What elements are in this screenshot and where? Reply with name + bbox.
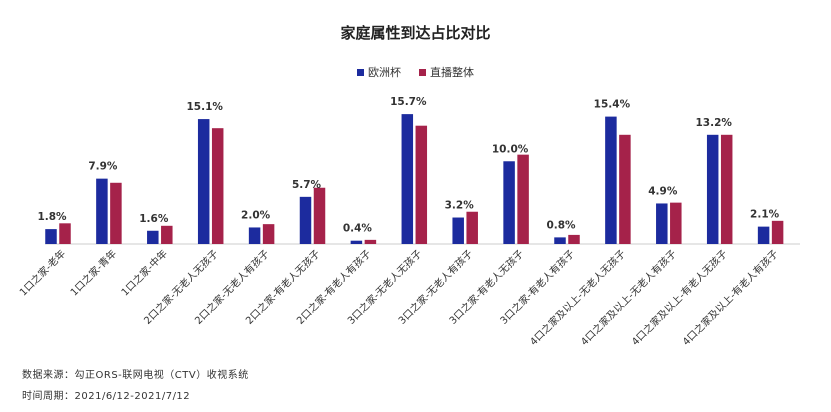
bar-series-2	[211, 128, 224, 244]
legend-label-series-2: 直播整体	[430, 66, 474, 79]
data-label: 15.1%	[186, 101, 223, 113]
x-tick-label: 1口之家-老年	[17, 247, 69, 299]
x-tick-label: 1口之家-中年	[118, 247, 170, 299]
bar-series-1	[656, 203, 668, 244]
bar-series-1	[757, 226, 770, 244]
bar-series-1	[147, 230, 159, 244]
bar-series-2	[517, 154, 529, 244]
bar-series-2	[720, 134, 733, 244]
data-label: 7.9%	[88, 161, 118, 173]
data-label: 2.0%	[241, 209, 271, 221]
x-tick-label: 4口之家及以上-有老人有孩子	[680, 247, 781, 348]
bar-series-2	[161, 225, 173, 244]
data-label: 0.8%	[546, 219, 576, 231]
x-tick-label: 4口之家及以上-无老人有孩子	[578, 247, 679, 348]
legend-swatch-series-1	[357, 68, 364, 76]
bar-series-1	[45, 229, 57, 244]
bar-series-1	[503, 161, 515, 244]
bar-series-2	[364, 239, 377, 244]
data-label: 4.9%	[648, 185, 678, 197]
bar-series-2	[568, 234, 580, 244]
bar-series-2	[771, 220, 784, 244]
x-tick-label: 1口之家-青年	[67, 247, 119, 299]
bar-series-2	[313, 187, 326, 244]
bar-series-1	[248, 227, 261, 244]
chart-title: 家庭属性到达占比对比	[340, 24, 491, 42]
legend-item-series-2: 直播整体	[419, 64, 474, 80]
legend: 欧洲杯 直播整体	[0, 64, 831, 80]
bar-series-2	[415, 125, 428, 244]
data-label: 1.6%	[139, 213, 169, 225]
bar-series-1	[197, 119, 210, 244]
data-label: 3.2%	[445, 200, 475, 212]
bar-series-2	[619, 134, 631, 244]
time-period-note: 时间周期：2021/6/12-2021/7/12	[22, 391, 191, 402]
legend-item-series-1: 欧洲杯	[357, 64, 401, 80]
bar-series-1	[605, 116, 617, 244]
data-label: 15.4%	[594, 99, 631, 111]
legend-label-series-1: 欧洲杯	[368, 66, 401, 79]
data-label: 2.1%	[750, 209, 780, 221]
data-label: 15.7%	[390, 96, 427, 108]
legend-swatch-series-2	[419, 68, 426, 76]
data-label: 13.2%	[695, 117, 732, 129]
bar-series-1	[554, 237, 566, 244]
bar-series-1	[452, 217, 464, 244]
bar-series-2	[466, 211, 478, 244]
data-label: 0.4%	[343, 223, 373, 235]
bar-series-1	[706, 134, 719, 244]
bar-series-1	[350, 240, 363, 244]
bar-series-2	[262, 224, 275, 244]
bar-series-2	[670, 202, 682, 244]
data-label: 1.8%	[37, 211, 67, 223]
data-label: 10.0%	[492, 143, 529, 155]
bar-series-1	[96, 178, 108, 244]
bar-series-2	[59, 223, 71, 244]
data-source-note: 数据来源：勾正ORS-联网电视（CTV）收视系统	[22, 370, 249, 381]
x-tick-label: 4口之家及以上-无老人无孩子	[527, 247, 628, 348]
bar-series-1	[299, 196, 312, 244]
data-label: 5.7%	[292, 179, 322, 191]
bar-series-1	[401, 114, 414, 244]
x-tick-label: 4口之家及以上-有老人无孩子	[629, 247, 730, 348]
bar-series-2	[110, 182, 122, 244]
